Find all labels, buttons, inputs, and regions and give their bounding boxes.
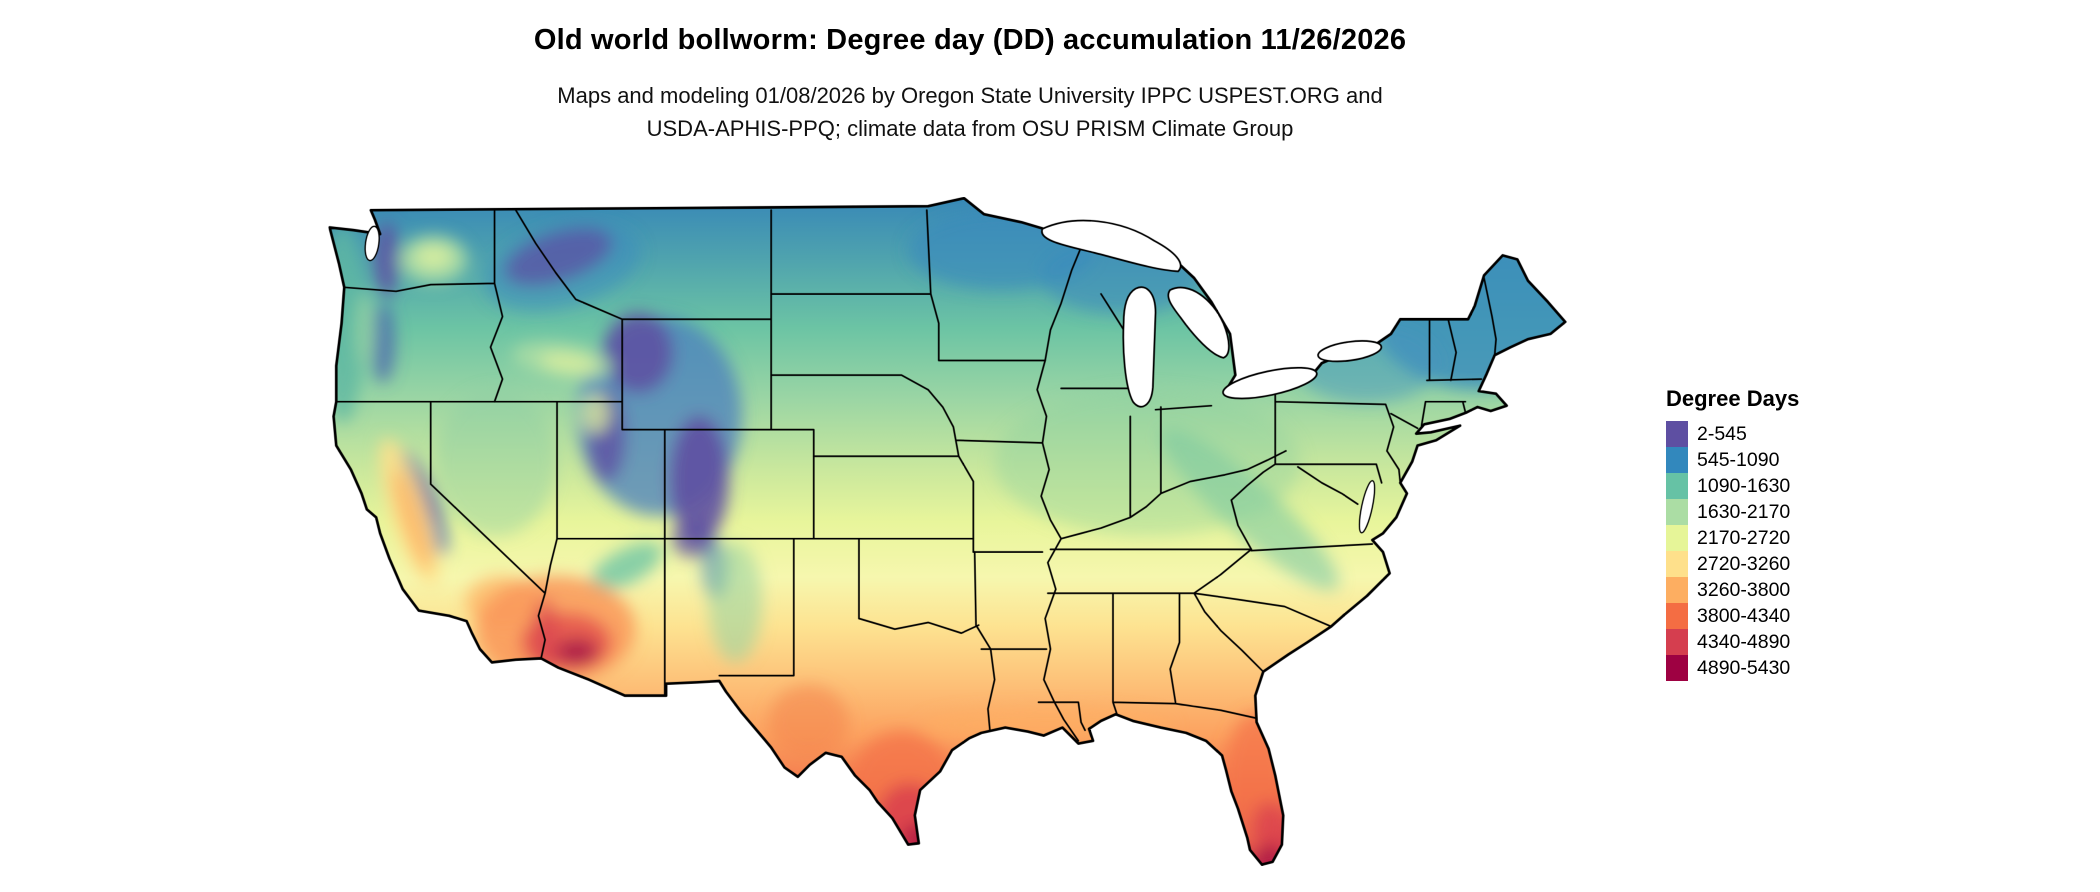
legend-item: 2720-3260 [1666,551,1886,577]
figure-header: Old world bollworm: Degree day (DD) accu… [0,24,1940,145]
legend-label: 545-1090 [1697,448,1780,471]
lake-huron [1167,286,1230,359]
lake-superior [1041,219,1182,273]
legend-items: 2-545 545-1090 1090-1630 1630-2170 2170-… [1666,421,1886,681]
legend-label: 1630-2170 [1697,500,1791,523]
chesapeake-bay [1358,480,1376,534]
legend-title: Degree Days [1666,386,1800,411]
legend-item: 1630-2170 [1666,499,1886,525]
lake-ontario [1317,340,1383,363]
raster-fill-layer [329,198,1566,865]
legend-item: 1090-1630 [1666,473,1886,499]
legend-label: 2-545 [1697,422,1747,445]
legend-swatch [1666,551,1688,577]
legend-swatch [1666,447,1688,473]
legend-swatch [1666,577,1688,603]
legend: Degree Days 2-545 545-1090 1090-1630 163… [1666,386,1886,681]
lake-michigan [1122,286,1157,408]
legend-item: 3800-4340 [1666,603,1886,629]
us-map-svg [328,196,1567,866]
lake-erie [1222,366,1318,400]
legend-label: 4340-4890 [1697,630,1791,653]
legend-swatch [1666,499,1688,525]
legend-label: 2720-3260 [1697,552,1791,575]
state-borders [335,209,1497,742]
legend-item: 545-1090 [1666,447,1886,473]
legend-item: 3260-3800 [1666,577,1886,603]
legend-label: 2170-2720 [1697,526,1791,549]
legend-label: 4890-5430 [1697,656,1791,679]
legend-swatch [1666,473,1688,499]
legend-swatch [1666,525,1688,551]
legend-swatch [1666,603,1688,629]
legend-swatch [1666,421,1688,447]
subtitle-line-2: USDA-APHIS-PPQ; climate data from OSU PR… [646,116,1294,141]
us-outline [328,196,1567,866]
legend-item: 2170-2720 [1666,525,1886,551]
great-lakes [364,219,1383,534]
legend-label: 3260-3800 [1697,578,1791,601]
legend-item: 4890-5430 [1666,655,1886,681]
us-degree-day-map [303,190,1633,882]
legend-label: 3800-4340 [1697,604,1791,627]
legend-swatch [1666,655,1688,681]
legend-item: 2-545 [1666,421,1886,447]
legend-swatch [1666,629,1688,655]
subtitle-line-1: Maps and modeling 01/08/2026 by Oregon S… [557,83,1383,108]
page-title: Old world bollworm: Degree day (DD) accu… [533,24,1407,56]
subtitle: Maps and modeling 01/08/2026 by Oregon S… [0,79,1940,145]
puget-sound [364,225,380,262]
legend-item: 4340-4890 [1666,629,1886,655]
legend-label: 1090-1630 [1697,474,1791,497]
